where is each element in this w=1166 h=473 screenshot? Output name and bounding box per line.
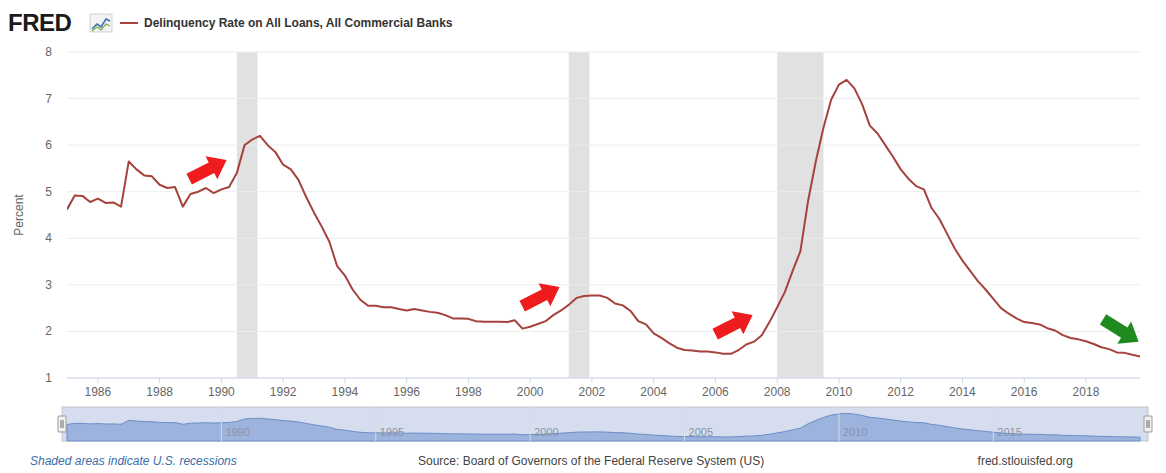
navigator-tick-label: 2010 bbox=[843, 426, 867, 438]
y-tick-label: 4 bbox=[45, 231, 52, 245]
annotation-arrow bbox=[516, 275, 565, 317]
grid-line bbox=[67, 191, 1140, 192]
y-tick-label: 1 bbox=[45, 371, 52, 385]
navigator-tick-label: 1990 bbox=[225, 426, 249, 438]
annotation-arrow bbox=[709, 303, 758, 345]
navigator-handle-grip bbox=[1147, 420, 1148, 428]
grid-line bbox=[67, 98, 1140, 99]
navigator-tick-label: 2000 bbox=[534, 426, 558, 438]
x-tick bbox=[221, 378, 222, 383]
navigator: 1990 1995 2000 2005 2010 2015 bbox=[58, 407, 1152, 441]
brand-icon-box bbox=[90, 14, 112, 32]
x-tick bbox=[283, 378, 284, 383]
y-tick-label: 3 bbox=[45, 278, 52, 292]
navigator-handle bbox=[58, 416, 66, 432]
x-tick-label: 2012 bbox=[887, 385, 914, 399]
navigator-tick bbox=[838, 407, 839, 441]
x-tick bbox=[777, 378, 778, 383]
x-tick bbox=[591, 378, 592, 383]
navigator-handle-grip bbox=[1149, 420, 1150, 428]
navigator-tick-label: 1995 bbox=[380, 426, 404, 438]
y-tick-label: 7 bbox=[45, 92, 52, 106]
brand: FRED bbox=[8, 9, 72, 36]
grid-line bbox=[67, 145, 1140, 146]
x-tick-label: 2008 bbox=[764, 385, 791, 399]
x-tick-label: 2002 bbox=[579, 385, 606, 399]
legend-swatch bbox=[120, 22, 138, 24]
x-tick-label: 1988 bbox=[146, 385, 173, 399]
navigator-tick-label: 2015 bbox=[997, 426, 1021, 438]
brand-icon bbox=[90, 14, 112, 32]
x-tick-label: 2004 bbox=[640, 385, 667, 399]
x-tick bbox=[962, 378, 963, 383]
chart-svg: FRED Delinquency Rate on All Loans, All C… bbox=[0, 0, 1166, 473]
x-tick-label: 1992 bbox=[270, 385, 297, 399]
recession-band bbox=[569, 52, 590, 378]
annotation-arrow bbox=[1096, 308, 1145, 352]
x-tick bbox=[530, 378, 531, 383]
x-tick-label: 2014 bbox=[949, 385, 976, 399]
grid-line bbox=[67, 378, 1140, 379]
x-tick-label: 2006 bbox=[702, 385, 729, 399]
navigator-handle-grip bbox=[63, 420, 64, 428]
x-tick bbox=[344, 378, 345, 383]
x-tick bbox=[406, 378, 407, 383]
series-line bbox=[67, 80, 1140, 357]
x-tick bbox=[1024, 378, 1025, 383]
navigator-frame bbox=[62, 407, 1148, 441]
y-tick-label: 8 bbox=[45, 45, 52, 59]
grid-line bbox=[67, 52, 1140, 53]
x-tick-label: 1986 bbox=[85, 385, 112, 399]
x-tick-label: 2000 bbox=[517, 385, 544, 399]
series-group bbox=[67, 80, 1140, 357]
site-note: fred.stlouisfed.org bbox=[978, 454, 1073, 468]
x-tick-label: 1996 bbox=[393, 385, 420, 399]
x-tick bbox=[97, 378, 98, 383]
x-tick-label: 1994 bbox=[332, 385, 359, 399]
y-tick-label: 5 bbox=[45, 185, 52, 199]
x-tick-label: 2016 bbox=[1011, 385, 1038, 399]
recession-band bbox=[237, 52, 258, 378]
navigator-tick bbox=[530, 407, 531, 441]
x-tick-label: 2010 bbox=[826, 385, 853, 399]
recession-group bbox=[237, 52, 824, 378]
y-axis-title: Percent bbox=[12, 194, 26, 236]
navigator-tick-label: 2005 bbox=[689, 426, 713, 438]
x-tick bbox=[715, 378, 716, 383]
chart-root: FRED Delinquency Rate on All Loans, All C… bbox=[0, 0, 1166, 473]
recession-note: Shaded areas indicate U.S. recessions bbox=[30, 454, 237, 468]
navigator-tick bbox=[993, 407, 994, 441]
grid-line bbox=[67, 284, 1140, 285]
x-tick-label: 2018 bbox=[1073, 385, 1100, 399]
x-tick bbox=[159, 378, 160, 383]
source-note: Source: Board of Governors of the Federa… bbox=[418, 454, 764, 468]
recession-band bbox=[777, 52, 823, 378]
y-tick-label: 6 bbox=[45, 138, 52, 152]
legend-label: Delinquency Rate on All Loans, All Comme… bbox=[144, 16, 453, 30]
navigator-tick bbox=[221, 407, 222, 441]
navigator-tick bbox=[375, 407, 376, 441]
x-tick bbox=[838, 378, 839, 383]
x-axis-line bbox=[67, 378, 1140, 379]
navigator-handle-grip bbox=[61, 420, 62, 428]
grid-line bbox=[67, 238, 1140, 239]
grid-line bbox=[67, 331, 1140, 332]
annotation-arrow bbox=[183, 148, 232, 190]
x-tick bbox=[900, 378, 901, 383]
navigator-handle bbox=[1144, 416, 1152, 432]
x-tick-label: 1990 bbox=[208, 385, 235, 399]
brand-icon-line bbox=[92, 24, 110, 31]
x-tick bbox=[1085, 378, 1086, 383]
x-tick-label: 1998 bbox=[455, 385, 482, 399]
x-tick bbox=[468, 378, 469, 383]
navigator-mask bbox=[62, 407, 1148, 441]
navigator-tick bbox=[684, 407, 685, 441]
y-tick-label: 2 bbox=[45, 324, 52, 338]
x-tick bbox=[653, 378, 654, 383]
